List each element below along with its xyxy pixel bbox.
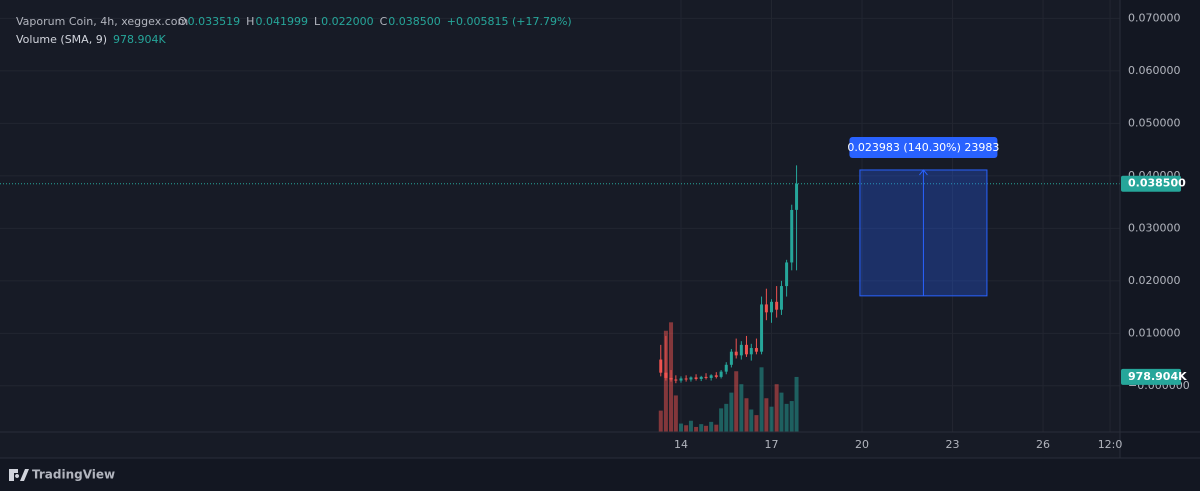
volume-bar bbox=[749, 409, 754, 432]
volume-bar bbox=[684, 425, 689, 432]
volume-bar bbox=[658, 410, 663, 432]
legend-change: +0.005815 (+17.79%) bbox=[447, 15, 572, 28]
legend-open-key: O bbox=[178, 15, 187, 28]
y-tick-label: 0.010000 bbox=[1128, 326, 1181, 339]
volume-bar bbox=[714, 424, 719, 432]
volume-study: Volume (SMA, 9) bbox=[16, 33, 107, 46]
volume-study-value: 978.904K bbox=[113, 33, 166, 46]
candle-body bbox=[729, 351, 733, 365]
volume-bar bbox=[789, 401, 794, 432]
x-tick-label: 17 bbox=[765, 438, 779, 451]
volume-bar bbox=[663, 330, 668, 432]
volume-bar bbox=[759, 367, 764, 432]
volume-bar bbox=[678, 423, 683, 432]
volume-bar bbox=[729, 392, 734, 432]
last-price-label: 0.038500 bbox=[1128, 177, 1186, 190]
brand-name: TradingView bbox=[32, 468, 115, 482]
volume-badge bbox=[1121, 368, 1181, 385]
volume-bar bbox=[699, 424, 704, 432]
last-price-badge bbox=[1121, 175, 1181, 192]
logo bbox=[9, 469, 29, 481]
volume-bar bbox=[744, 398, 749, 432]
candle-body bbox=[719, 371, 723, 377]
volume-bar bbox=[779, 392, 784, 432]
brand: TradingView bbox=[9, 468, 115, 482]
candle-body bbox=[659, 359, 663, 373]
candle-body bbox=[785, 262, 789, 287]
volume-bar bbox=[774, 384, 779, 432]
volume-bar bbox=[694, 426, 699, 432]
legend-high-key: H bbox=[246, 15, 254, 28]
candle-body bbox=[704, 376, 708, 378]
candle-body bbox=[779, 286, 783, 310]
volume-bar bbox=[688, 420, 693, 432]
x-tick-label: 20 bbox=[855, 438, 869, 451]
legend-low: 0.022000 bbox=[321, 15, 374, 28]
candle-body bbox=[694, 377, 698, 379]
candle-body bbox=[749, 348, 753, 355]
candle-body bbox=[760, 304, 764, 352]
volume-bar bbox=[719, 408, 724, 432]
volume-bar bbox=[739, 384, 744, 432]
volume-bar bbox=[754, 415, 759, 432]
volume-bar bbox=[769, 406, 774, 432]
legend: Vaporum Coin, 4h, xeggex.com O 0.033519 H 0… bbox=[16, 15, 572, 46]
candle-body bbox=[770, 301, 774, 313]
volume-badge-label: 978.904K bbox=[1128, 370, 1187, 383]
candle-body bbox=[739, 344, 743, 356]
candle-body bbox=[699, 376, 703, 379]
candle-body bbox=[724, 364, 728, 372]
x-tick-label: 23 bbox=[946, 438, 960, 451]
volume-bar bbox=[724, 403, 729, 432]
candle-body bbox=[795, 183, 799, 210]
candle-body bbox=[669, 377, 673, 380]
measure-arrow-head bbox=[919, 169, 928, 176]
y-tick-label: 0.020000 bbox=[1128, 274, 1181, 287]
symbol: Vaporum Coin, 4h, xeggex.com bbox=[16, 15, 188, 28]
candle-body bbox=[744, 344, 748, 355]
y-tick-label: 0.070000 bbox=[1128, 11, 1181, 24]
candle-body bbox=[664, 372, 668, 378]
candle-body bbox=[679, 378, 683, 381]
volume-bar bbox=[794, 376, 799, 432]
legend-close: 0.038500 bbox=[388, 15, 441, 28]
candle-body bbox=[734, 351, 738, 356]
legend-low-key: L bbox=[314, 15, 321, 28]
candle-body bbox=[764, 304, 768, 313]
candle-body bbox=[709, 375, 713, 378]
volume-bar bbox=[709, 421, 714, 432]
candle-body bbox=[714, 375, 718, 377]
legend-high: 0.041999 bbox=[255, 15, 308, 28]
candle-body bbox=[790, 209, 794, 263]
candle-body bbox=[775, 301, 779, 310]
legend-close-key: C bbox=[380, 15, 388, 28]
x-tick-label: 26 bbox=[1036, 438, 1050, 451]
candle-body bbox=[689, 377, 693, 380]
y-tick-label: 0.050000 bbox=[1128, 116, 1181, 129]
candle-body bbox=[754, 348, 758, 352]
volume-bar bbox=[704, 425, 709, 432]
y-tick-label: 0.060000 bbox=[1128, 64, 1181, 77]
volume-bar bbox=[784, 403, 789, 432]
y-tick-label: 0.030000 bbox=[1128, 221, 1181, 234]
volume-bar bbox=[764, 398, 769, 432]
candle-body bbox=[674, 379, 678, 381]
volume-bar bbox=[734, 371, 739, 432]
plot-background bbox=[0, 0, 1120, 458]
measure-label-bg bbox=[849, 136, 998, 158]
legend-open: 0.033519 bbox=[188, 15, 241, 28]
x-tick-label: 14 bbox=[674, 438, 688, 451]
candle-body bbox=[684, 378, 688, 380]
volume-bar bbox=[673, 395, 678, 432]
x-tick-label: 12:0 bbox=[1098, 438, 1123, 451]
measure-label: 0.023983 (140.30%) 23983 bbox=[847, 141, 999, 154]
